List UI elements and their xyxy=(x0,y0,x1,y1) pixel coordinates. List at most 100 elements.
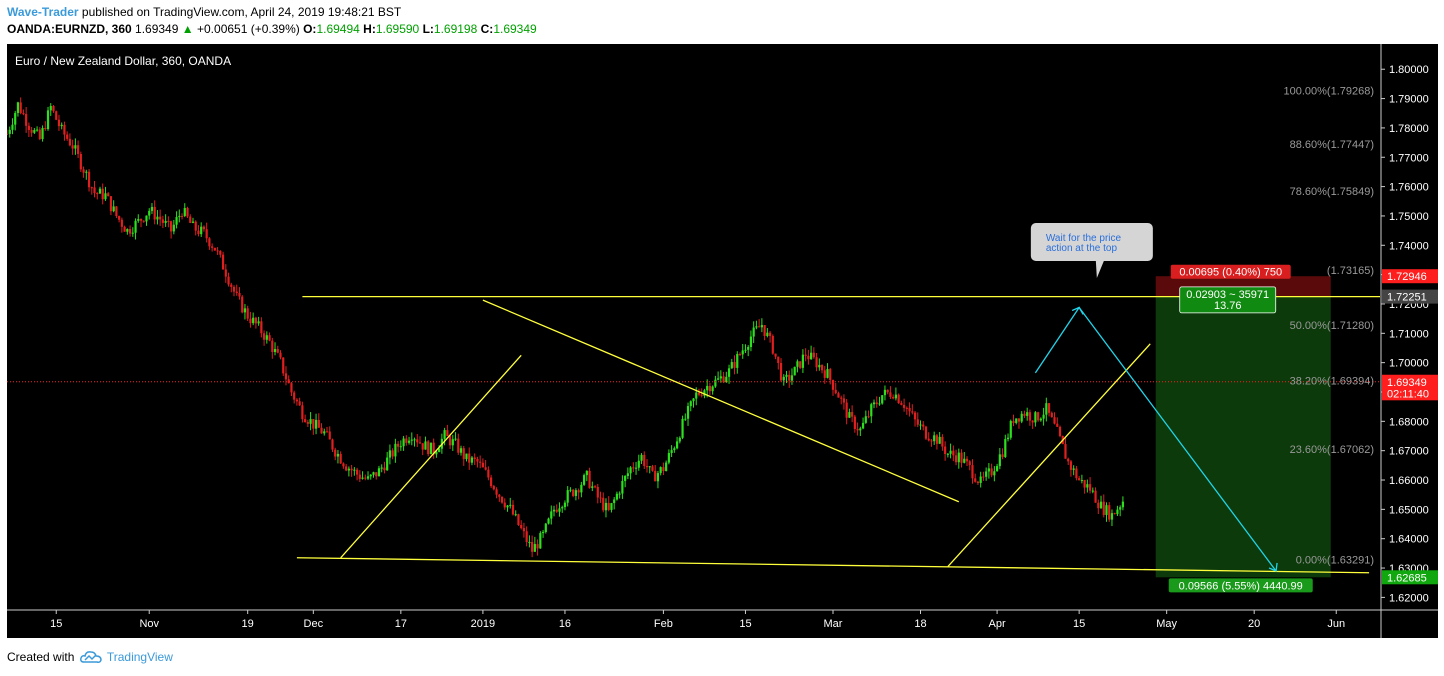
candle-body xyxy=(952,450,955,456)
candle-body xyxy=(216,250,219,252)
candle-body xyxy=(82,169,85,173)
candle-body xyxy=(648,466,651,468)
rising-trendline[interactable] xyxy=(947,343,1151,568)
candle-body xyxy=(1099,501,1103,509)
candle-body xyxy=(645,466,649,468)
candle-body xyxy=(109,196,113,212)
candle-body xyxy=(189,216,192,223)
candle-body xyxy=(1075,468,1078,479)
candle-body xyxy=(1015,418,1018,423)
y-tick-label: 1.76000 xyxy=(1389,182,1429,194)
candle-body xyxy=(861,422,865,429)
candle-body xyxy=(369,474,372,477)
candle-body xyxy=(632,467,635,469)
candle-body xyxy=(681,418,684,438)
candle-body xyxy=(427,441,430,455)
candle-body xyxy=(1006,437,1010,440)
candle-body xyxy=(457,438,460,453)
candle-body xyxy=(8,129,11,134)
candle-body xyxy=(1108,505,1111,520)
candle-body xyxy=(643,454,646,467)
candle-body xyxy=(818,364,821,368)
position-label-box xyxy=(1170,264,1291,279)
candle-body xyxy=(11,124,14,130)
candle-body xyxy=(1039,418,1042,421)
candle-body xyxy=(851,412,854,417)
candle-body xyxy=(205,229,208,239)
candle-body xyxy=(145,215,148,222)
candle-body xyxy=(139,218,143,221)
candle-body xyxy=(55,111,58,120)
candle-body xyxy=(916,419,919,425)
candle-body xyxy=(993,471,996,476)
published-text: published on TradingView.com, April 24, … xyxy=(78,5,402,19)
y-tick-label: 1.79000 xyxy=(1389,94,1429,106)
candle-body xyxy=(831,379,835,390)
axis-price-tag xyxy=(1382,374,1438,389)
candle-body xyxy=(845,402,848,418)
candle-body xyxy=(859,428,862,431)
price-chart[interactable]: 100.00%(1.79268) 88.60%(1.77447) 78.60%(1.… xyxy=(7,44,1438,638)
candle-body xyxy=(727,368,731,377)
candle-body xyxy=(438,448,441,453)
candle-body xyxy=(927,438,930,441)
x-tick-label: 15 xyxy=(50,618,62,630)
candle-body xyxy=(900,403,903,405)
candle-body xyxy=(651,466,654,471)
candle-body xyxy=(1058,426,1062,436)
candle-body xyxy=(637,460,640,468)
candle-body xyxy=(591,486,594,488)
candle-body xyxy=(938,436,941,444)
candle-body xyxy=(230,284,233,287)
candle-body xyxy=(689,401,692,407)
candle-body xyxy=(511,504,515,515)
tradingview-brand-link[interactable]: TradingView xyxy=(106,650,173,664)
descending-trendline[interactable] xyxy=(482,299,960,503)
y-tick-label: 1.78000 xyxy=(1389,123,1429,135)
candle-body xyxy=(566,490,569,503)
fib-label: (1.73165) xyxy=(1327,265,1374,277)
candle-body xyxy=(235,291,238,293)
candle-body xyxy=(399,446,402,448)
candle-body xyxy=(829,369,832,380)
rising-channel-line[interactable] xyxy=(340,354,522,559)
candle-body xyxy=(46,110,50,130)
candle-body xyxy=(60,124,63,127)
chart-title: Euro / New Zealand Dollar, 360, OANDA xyxy=(15,54,231,68)
candle-body xyxy=(293,392,296,400)
candle-body xyxy=(197,230,200,235)
symbol-label: OANDA:EURNZD, 360 xyxy=(7,22,132,36)
candle-body xyxy=(1023,413,1026,416)
candle-body xyxy=(150,206,154,211)
candle-body xyxy=(662,467,665,472)
candle-body xyxy=(826,369,829,378)
fib-label: 100.00%(1.79268) xyxy=(1283,86,1374,98)
candle-body xyxy=(744,349,747,351)
y-tick-label: 1.74000 xyxy=(1389,240,1429,252)
candle-body xyxy=(883,389,887,396)
position-label: 0.09566 (5.55%) 4440.99 xyxy=(1179,580,1303,592)
candle-body xyxy=(613,499,616,504)
candle-body xyxy=(96,193,99,195)
support-line[interactable] xyxy=(296,557,1370,574)
candle-body xyxy=(1017,418,1021,422)
candle-body xyxy=(673,448,676,451)
candle-body xyxy=(911,411,914,413)
candle-body xyxy=(257,321,260,324)
candle-body xyxy=(380,467,383,469)
candle-body xyxy=(85,171,88,173)
candle-body xyxy=(695,392,698,399)
chart-area[interactable]: 100.00%(1.79268) 88.60%(1.77447) 78.60%(1.… xyxy=(7,44,1438,638)
axis-price-tag xyxy=(1382,269,1438,284)
candle-body xyxy=(451,439,454,446)
candle-body xyxy=(317,419,320,428)
author-link[interactable]: Wave-Trader xyxy=(7,5,79,19)
candle-body xyxy=(610,503,613,510)
candle-body xyxy=(919,424,922,426)
candle-body xyxy=(604,502,608,511)
candle-body xyxy=(306,422,309,424)
candle-body xyxy=(596,486,599,498)
candle-body xyxy=(1110,513,1114,520)
annotation-callout[interactable] xyxy=(1030,222,1153,278)
candle-body xyxy=(361,477,364,479)
